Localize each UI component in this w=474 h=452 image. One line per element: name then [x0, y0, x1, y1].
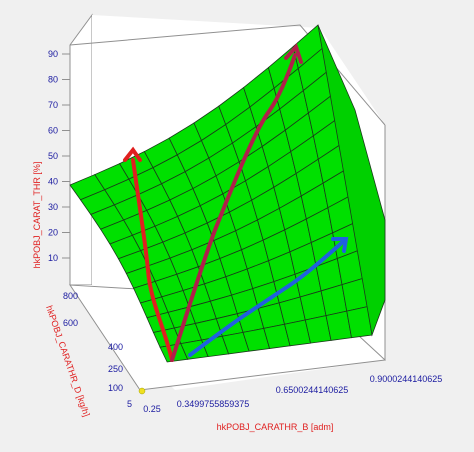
- blue-arrow: [188, 238, 347, 357]
- z-tick-label: 50: [48, 151, 58, 161]
- z-tick-label: 60: [48, 126, 58, 136]
- z-tick-label: 70: [48, 100, 58, 110]
- y-tick-label: 800: [63, 291, 78, 301]
- y-tick-label: 5: [127, 399, 132, 409]
- z-tick-label: 30: [48, 202, 58, 212]
- blue-arrow-head: [331, 237, 349, 253]
- x-tick-label: 0.25: [143, 404, 161, 414]
- y-tick-label: 400: [108, 342, 123, 352]
- y-tick-label: 250: [108, 364, 123, 374]
- red-arrow-head: [123, 146, 142, 162]
- z-tick-label: 20: [48, 228, 58, 238]
- annotation-arrows: [123, 43, 349, 362]
- x-tick-label: 0.9000244140625: [370, 374, 443, 384]
- surface-side: [317, 24, 386, 337]
- origin-marker: [138, 387, 146, 395]
- y-tick-label: 600: [63, 318, 78, 328]
- z-axis-label: hkPOBJ_CARAT_THR [%]: [32, 162, 42, 269]
- z-tick-label: 90: [48, 49, 58, 59]
- purple-arrow: [170, 53, 297, 362]
- y-tick-label: 100: [108, 383, 123, 393]
- z-axis-ticks: 10 20 30 40 50 60 70 80 90: [48, 49, 70, 263]
- x-tick-label: 0.6500244140625: [276, 385, 349, 395]
- y-axis-ticks: 5 100 250 400 600 800: [63, 291, 132, 409]
- x-tick-label: 0.3499755859375: [177, 399, 250, 409]
- z-tick-label: 10: [48, 253, 58, 263]
- back-wall-left: [69, 13, 93, 286]
- surface-mesh: [69, 24, 386, 363]
- x-axis-ticks: 0.25 0.3499755859375 0.6500244140625 0.9000…: [143, 374, 442, 414]
- z-tick-label: 80: [48, 75, 58, 85]
- z-tick-label: 40: [48, 177, 58, 187]
- x-axis-label: hkPOBJ_CARATHR_B [adm]: [217, 422, 334, 432]
- box-top-edge: [69, 24, 386, 126]
- purple-arrow-head: [284, 43, 303, 64]
- red-arrow: [131, 158, 174, 362]
